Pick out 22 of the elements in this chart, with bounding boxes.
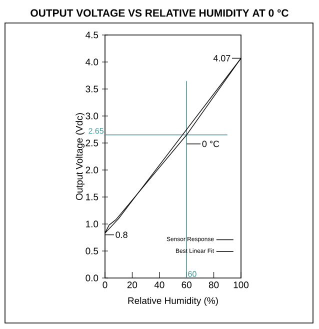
x-tick-label: 100 — [234, 282, 249, 288]
y-tick-label: 4.0 — [86, 58, 98, 66]
x-tick-label: 80 — [208, 282, 219, 288]
y-tick-label: 2.5 — [86, 140, 98, 146]
x-tick-label: 40 — [154, 282, 164, 288]
y-tick-label: 4.5 — [86, 32, 98, 38]
y-tick-label: 0.0 — [86, 274, 98, 282]
y-tick-label: 3.5 — [86, 86, 98, 92]
y-tick-label: 1.0 — [86, 220, 98, 228]
x-tick-label: 20 — [127, 282, 138, 288]
y-tick-label: 1.5 — [86, 194, 98, 200]
x-tick-label: 0 — [102, 282, 108, 288]
y-tick-label: 3.0 — [86, 112, 98, 120]
annotation: 0.8 — [116, 232, 128, 238]
y-tick-label: 0.5 — [86, 248, 98, 254]
annotation: 4.07 — [213, 55, 230, 62]
x-tick-label: 60 — [182, 282, 192, 288]
annotation: 0 °C — [202, 140, 220, 148]
y-axis-title: Output Voltage (Vdc) — [76, 113, 84, 200]
chart-title: OUTPUT VOLTAGE VS RELATIVE HUMIDITY AT 0 °C — [30, 9, 288, 17]
y-tick-label: 2.0 — [86, 166, 98, 174]
x-axis-title: Relative Humidity (%) — [128, 297, 218, 306]
